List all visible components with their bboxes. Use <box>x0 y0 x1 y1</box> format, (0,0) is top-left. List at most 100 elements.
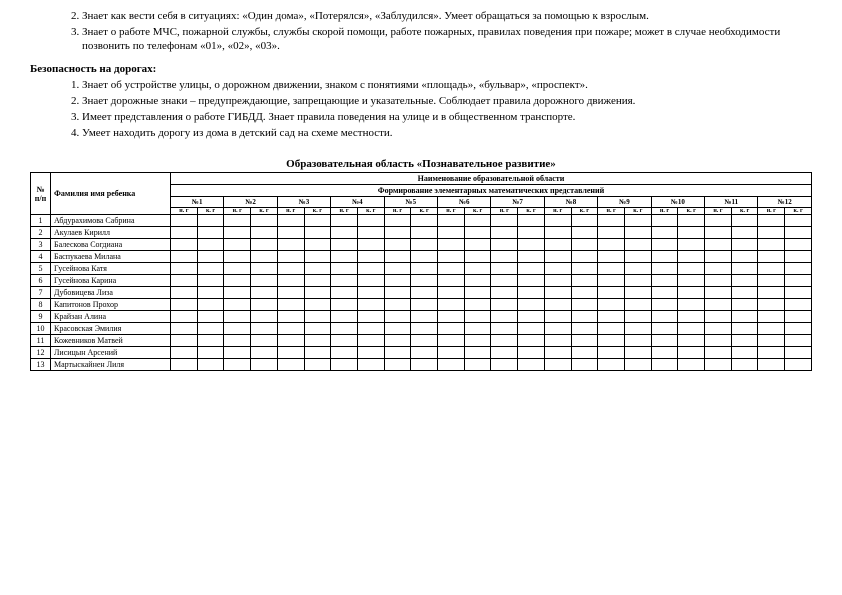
cell-score <box>384 335 411 347</box>
cell-score <box>758 359 785 371</box>
cell-student-name: Капитонов Прохор <box>51 299 171 311</box>
cell-score <box>304 275 331 287</box>
cell-score <box>491 215 518 227</box>
cell-score <box>251 263 278 275</box>
cell-score <box>518 299 545 311</box>
cell-score <box>491 323 518 335</box>
cell-score <box>491 287 518 299</box>
students-body: 1Абдурахимова Сабрина 2Акулаев Кирилл 3Б… <box>31 215 812 371</box>
cell-score <box>224 263 251 275</box>
cell-score <box>731 359 758 371</box>
cell-score <box>785 215 812 227</box>
cell-score <box>651 287 678 299</box>
cell-score <box>438 335 465 347</box>
th-subarea: Формирование элементарных математических… <box>171 185 812 197</box>
list-item: Знает о работе МЧС, пожарной службы, слу… <box>82 26 812 54</box>
cell-score <box>304 263 331 275</box>
cell-score <box>624 239 651 251</box>
cell-score <box>464 335 491 347</box>
cell-score <box>411 239 438 251</box>
cell-student-name: Крайзан Алина <box>51 311 171 323</box>
cell-score <box>197 239 224 251</box>
cell-score <box>571 275 598 287</box>
cell-score <box>731 263 758 275</box>
cell-score <box>731 215 758 227</box>
th-num: № п/п <box>31 173 51 215</box>
cell-score <box>384 263 411 275</box>
cell-score <box>731 275 758 287</box>
cell-score <box>357 335 384 347</box>
cell-score <box>678 215 705 227</box>
cell-score <box>678 251 705 263</box>
cell-score <box>464 359 491 371</box>
cell-score <box>678 299 705 311</box>
th-subcol: к. г <box>678 208 705 215</box>
cell-score <box>438 299 465 311</box>
cell-score <box>357 323 384 335</box>
cell-score <box>731 287 758 299</box>
table-row: 6Гусейнова Карина <box>31 275 812 287</box>
cell-score <box>384 287 411 299</box>
cell-score <box>171 299 198 311</box>
table-row: 13Мартыскайнен Лиля <box>31 359 812 371</box>
cell-score <box>705 323 732 335</box>
cell-score <box>678 311 705 323</box>
cell-score <box>277 227 304 239</box>
th-group: №10 <box>651 197 704 208</box>
table-title: Образовательная область «Познавательное … <box>30 158 812 170</box>
th-area: Наименование образовательной области <box>171 173 812 185</box>
roads-list: Знает об устройстве улицы, о дорожном дв… <box>30 79 812 140</box>
cell-score <box>598 227 625 239</box>
cell-score <box>598 251 625 263</box>
cell-score <box>785 347 812 359</box>
cell-num: 2 <box>31 227 51 239</box>
cell-score <box>491 263 518 275</box>
cell-score <box>785 275 812 287</box>
cell-score <box>518 227 545 239</box>
cell-score <box>571 251 598 263</box>
cell-score <box>384 311 411 323</box>
cell-score <box>384 215 411 227</box>
cell-score <box>438 227 465 239</box>
th-group: №11 <box>705 197 758 208</box>
cell-score <box>357 287 384 299</box>
cell-score <box>571 335 598 347</box>
cell-score <box>251 311 278 323</box>
th-group: №3 <box>277 197 330 208</box>
cell-score <box>171 359 198 371</box>
th-subcol: н. г <box>651 208 678 215</box>
cell-score <box>384 239 411 251</box>
cell-num: 5 <box>31 263 51 275</box>
cell-score <box>571 359 598 371</box>
cell-score <box>624 251 651 263</box>
cell-score <box>598 299 625 311</box>
th-group: №5 <box>384 197 437 208</box>
cell-score <box>464 347 491 359</box>
cell-score <box>197 251 224 263</box>
cell-score <box>197 275 224 287</box>
cell-score <box>277 359 304 371</box>
cell-score <box>544 359 571 371</box>
cell-score <box>171 335 198 347</box>
cell-score <box>331 335 358 347</box>
cell-score <box>251 323 278 335</box>
cell-score <box>731 299 758 311</box>
cell-score <box>251 251 278 263</box>
cell-score <box>411 263 438 275</box>
th-subcol: к. г <box>197 208 224 215</box>
cell-score <box>331 287 358 299</box>
safety-list: Знает как вести себя в ситуациях: «Один … <box>30 10 812 53</box>
cell-score <box>438 263 465 275</box>
cell-score <box>277 275 304 287</box>
cell-score <box>224 239 251 251</box>
cell-score <box>705 275 732 287</box>
th-subcol: н. г <box>705 208 732 215</box>
cell-score <box>518 215 545 227</box>
cell-score <box>197 335 224 347</box>
cell-score <box>304 215 331 227</box>
cell-score <box>411 287 438 299</box>
cell-score <box>758 335 785 347</box>
th-subcol: н. г <box>544 208 571 215</box>
cell-student-name: Красовская Эмилия <box>51 323 171 335</box>
cell-score <box>438 359 465 371</box>
